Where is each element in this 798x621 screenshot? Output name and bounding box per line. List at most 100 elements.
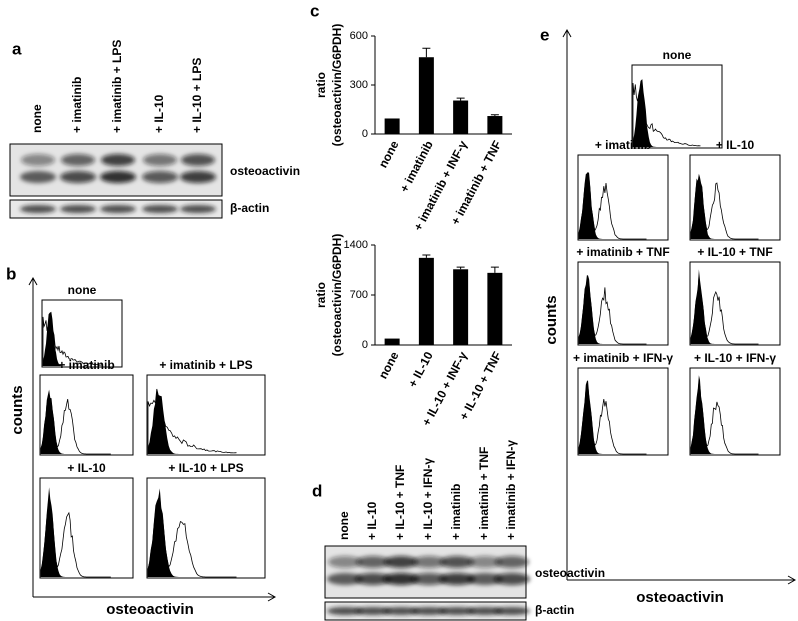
histogram-label: + imatinib + LPS — [159, 358, 252, 372]
y-tick-label: 300 — [350, 79, 368, 91]
y-axis-label: (osteoactivin/G6PDH) — [330, 234, 344, 357]
histogram-line — [147, 497, 237, 578]
y-tick-label: 1400 — [344, 239, 368, 251]
panel-label: a — [12, 39, 22, 58]
histogram-line — [40, 396, 111, 455]
x-tick-label: none — [376, 138, 402, 170]
histogram-fill — [691, 375, 759, 454]
bar — [487, 116, 503, 134]
histogram-label: + IL-10 — [67, 461, 106, 475]
actin-band — [142, 205, 178, 213]
error-bar — [456, 97, 465, 101]
band — [21, 154, 55, 166]
histogram-fill — [41, 389, 111, 454]
panel-label: e — [540, 25, 549, 44]
actin-band — [60, 205, 96, 213]
band — [143, 154, 177, 166]
band — [142, 171, 178, 183]
histogram-label: + IL-10 + LPS — [168, 461, 243, 475]
bar — [418, 57, 434, 134]
histogram-line — [632, 79, 701, 147]
band-label: osteoactivin — [535, 566, 605, 580]
histogram-fill — [41, 487, 111, 577]
y-axis-label: (osteoactivin/G6PDH) — [330, 24, 344, 147]
actin-band — [383, 607, 419, 615]
histogram-label: + imatinib + TNF — [576, 245, 669, 259]
x-tick-label: none — [376, 349, 402, 381]
lane-label: none — [337, 511, 351, 540]
lane-label: + imatinib — [70, 77, 84, 133]
band — [60, 171, 96, 183]
lane-label: + imatinib + LPS — [110, 40, 124, 133]
band — [468, 556, 502, 568]
histogram-fill — [148, 389, 237, 454]
y-tick-label: 0 — [362, 128, 368, 140]
histogram-line — [42, 311, 104, 366]
band — [327, 573, 363, 585]
bar — [384, 338, 400, 345]
bar — [384, 118, 400, 134]
histogram-label: none — [68, 283, 97, 297]
histogram-fill — [633, 80, 701, 147]
actin-band — [439, 607, 475, 615]
panel-label: c — [310, 1, 319, 20]
band-label: osteoactivin — [230, 164, 300, 178]
blot-bg — [9, 143, 223, 197]
band-label: β-actin — [230, 201, 269, 215]
histogram-fill — [579, 171, 647, 239]
band — [101, 154, 135, 166]
actin-band — [180, 205, 216, 213]
histogram-fill — [579, 380, 647, 454]
panel-label: b — [6, 264, 16, 283]
lane-label: + IL-10 — [365, 501, 379, 540]
band-label: β-actin — [535, 603, 574, 617]
band — [181, 154, 215, 166]
histogram-fill — [579, 275, 647, 344]
error-bar — [490, 266, 499, 273]
histogram-label: + IL-10 + TNF — [697, 245, 772, 259]
histogram-label: + IL-10 — [716, 138, 755, 152]
band — [495, 556, 529, 568]
histogram-fill — [148, 488, 237, 577]
blot-bg — [324, 545, 527, 599]
band — [100, 171, 136, 183]
lane-label: + IL-10 + LPS — [190, 58, 204, 133]
y-tick-label: 700 — [350, 289, 368, 301]
histogram-line — [40, 496, 111, 578]
actin-band — [494, 607, 530, 615]
band — [383, 573, 419, 585]
lane-label: + imatinib — [449, 484, 463, 540]
band — [180, 171, 216, 183]
axis-label: counts — [543, 295, 560, 344]
panel-label: d — [312, 481, 322, 500]
bar — [418, 257, 434, 345]
axis-label: osteoactivin — [636, 589, 724, 606]
histogram-label: + imatinib + IFN-γ — [573, 351, 673, 365]
histogram-line — [690, 180, 759, 240]
arrow — [562, 28, 572, 38]
histogram-line — [578, 281, 647, 345]
lane-label: + imatinib + IFN-γ — [504, 440, 518, 540]
band — [440, 556, 474, 568]
band — [411, 573, 447, 585]
error-bar — [422, 47, 431, 58]
error-bar — [422, 254, 431, 258]
lane-label: + imatinib + TNF — [477, 447, 491, 540]
actin-band — [20, 205, 56, 213]
x-tick-label: + imatinib — [397, 138, 436, 194]
y-axis-label: ratio — [314, 72, 328, 98]
histogram-line — [147, 388, 237, 454]
band — [328, 556, 362, 568]
band — [356, 556, 390, 568]
x-tick-label: + IL-10 — [405, 349, 436, 390]
lane-label: + IL-10 — [152, 94, 166, 133]
arrow — [28, 276, 38, 286]
histogram-line — [578, 386, 647, 455]
y-axis-label: ratio — [314, 282, 328, 308]
band — [467, 573, 503, 585]
band — [384, 556, 418, 568]
histogram-label: + imatinib — [595, 138, 651, 152]
histogram-fill — [691, 173, 759, 239]
histogram-line — [690, 383, 759, 455]
